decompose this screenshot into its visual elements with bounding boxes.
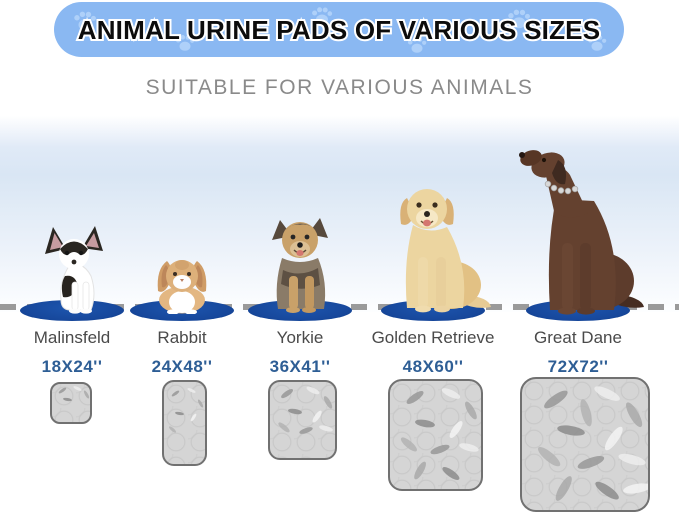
leaf-pattern xyxy=(276,420,291,434)
pad-preview xyxy=(50,382,92,424)
paw-icon xyxy=(587,35,607,51)
paw-icon xyxy=(312,7,333,25)
leaf-pattern xyxy=(168,425,178,434)
leaf-pattern xyxy=(73,385,83,392)
yorkie-icon xyxy=(262,214,338,314)
leaf-pattern xyxy=(280,387,295,400)
animal-name: Great Dane xyxy=(534,328,622,347)
leaf-pattern xyxy=(602,424,626,453)
pad-size-label: 18X24'' xyxy=(41,357,103,376)
leaf-pattern xyxy=(399,435,419,454)
pad-size-label: 48X60'' xyxy=(402,357,464,376)
leaf-pattern xyxy=(196,398,205,408)
leaf-pattern xyxy=(311,409,324,424)
paw-icon xyxy=(175,35,195,51)
animal-name: Rabbit xyxy=(157,328,207,347)
leaf-pattern xyxy=(552,474,575,503)
great-dane-icon xyxy=(510,147,646,315)
paw-icon xyxy=(74,11,96,31)
leaf-pattern xyxy=(440,385,462,401)
leaf-pattern xyxy=(591,384,621,405)
animal-name: Malinsfeld xyxy=(33,328,111,347)
golden-retriever-icon xyxy=(381,181,493,313)
leaf-pattern xyxy=(463,399,479,421)
leaf-pattern xyxy=(429,442,451,456)
leaf-pattern xyxy=(175,410,185,416)
leaf-pattern xyxy=(82,389,90,400)
banner-title: ANIMAL URINE PADS OF VARIOUS SIZES xyxy=(76,13,602,47)
pad-preview xyxy=(268,380,337,460)
leaf-pattern xyxy=(534,444,563,470)
banner: ANIMAL URINE PADS OF VARIOUS SIZES xyxy=(54,2,624,57)
animal-name: Yorkie xyxy=(276,328,324,347)
leaf-pattern xyxy=(447,419,465,440)
leaf-pattern xyxy=(592,479,621,503)
paw-icon xyxy=(508,9,530,29)
leaf-pattern xyxy=(623,400,646,430)
leaf-pattern xyxy=(578,397,595,428)
pad-preview xyxy=(162,380,207,466)
chihuahua-icon xyxy=(39,224,109,314)
leaf-pattern xyxy=(541,387,571,412)
leaf-pattern xyxy=(440,464,462,482)
leaf-pattern xyxy=(617,451,647,468)
leaf-pattern xyxy=(412,460,428,482)
leaf-pattern xyxy=(306,385,322,396)
animal-name: Golden Retrieve xyxy=(371,328,495,347)
leaf-pattern xyxy=(458,441,480,453)
pad-size-label: 72X72'' xyxy=(547,357,609,376)
leaf-pattern xyxy=(556,423,586,438)
pad-preview xyxy=(388,379,483,491)
leaf-pattern xyxy=(622,481,648,496)
pad-platform xyxy=(248,300,352,321)
pad-size-label: 36X41'' xyxy=(269,357,331,376)
leaf-pattern xyxy=(415,418,436,429)
leaf-pattern xyxy=(186,386,197,394)
leaf-pattern xyxy=(58,386,68,394)
leaf-pattern xyxy=(190,413,198,423)
subtitle: SUITABLE FOR VARIOUS ANIMALS xyxy=(145,76,534,99)
leaf-pattern xyxy=(298,425,314,435)
leaf-pattern xyxy=(576,453,606,472)
leaf-pattern xyxy=(170,389,180,398)
leaf-pattern xyxy=(319,424,335,433)
leaf-pattern xyxy=(287,408,303,416)
leaf-pattern xyxy=(62,396,72,402)
rabbit-icon xyxy=(145,250,219,314)
paw-icon xyxy=(407,37,427,53)
pad-preview xyxy=(520,377,650,512)
leaf-pattern xyxy=(322,395,334,411)
pad-size-label: 24X48'' xyxy=(151,357,213,376)
leaf-pattern xyxy=(404,388,425,406)
